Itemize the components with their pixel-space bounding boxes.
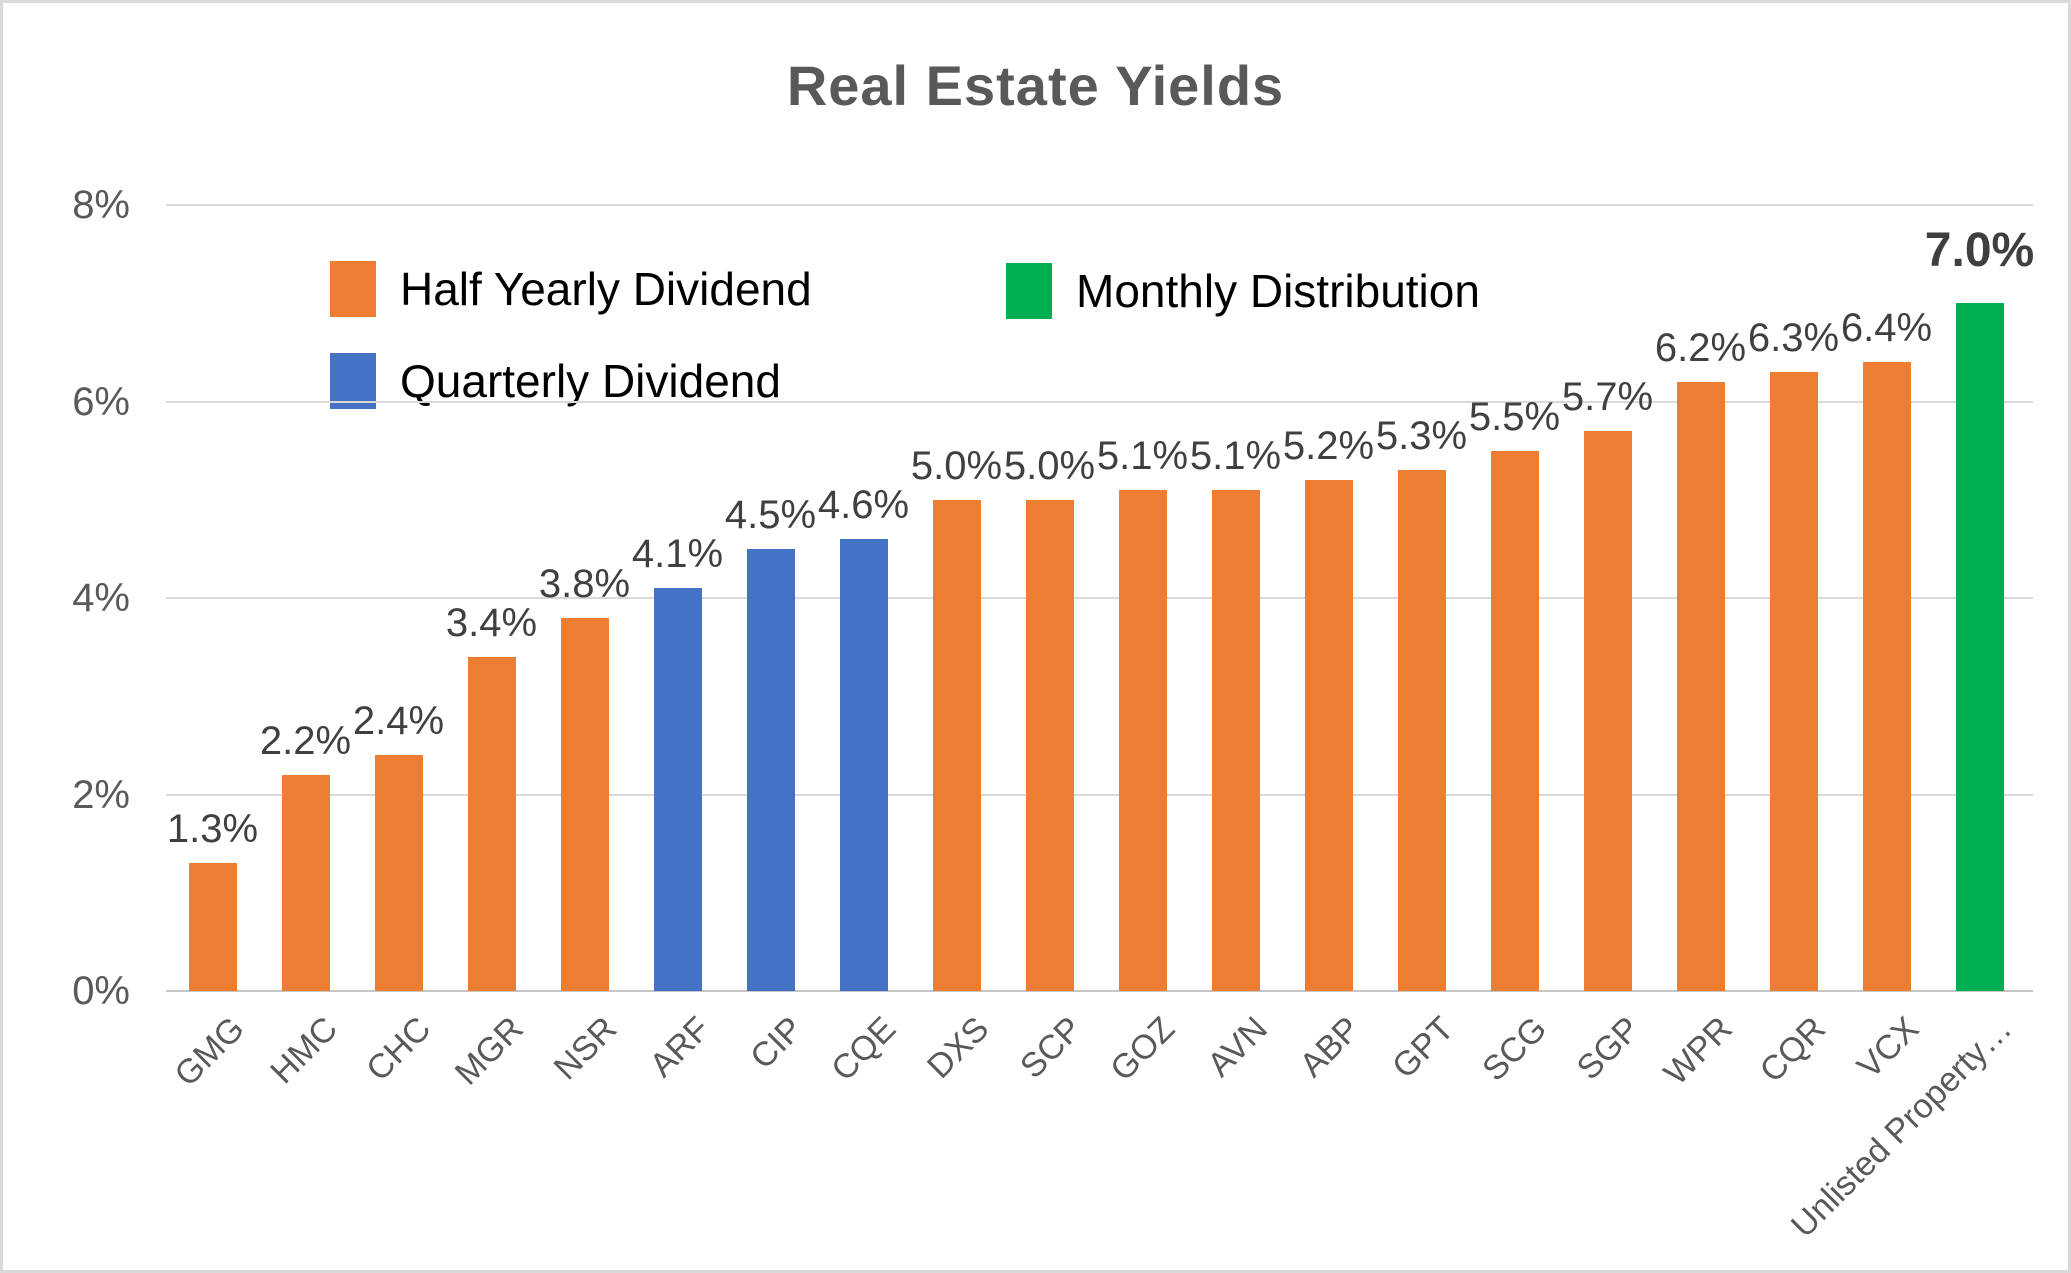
bar-GPT xyxy=(1397,470,1446,991)
bar-CQR xyxy=(1769,372,1818,991)
x-axis-label-GMG: GMG xyxy=(167,1009,252,1094)
data-label-SCG: 5.5% xyxy=(1468,394,1561,439)
bar-CIP xyxy=(746,548,795,991)
plot-area: 0% 2% 4% 6% 8% 1.3% GMG 2.2% HMC 2.4% CHC 3.4% MGR 3.… xyxy=(3,3,2068,1270)
gridline-0% xyxy=(166,990,2033,992)
legend-item-monthly-distribution: Monthly Distribution xyxy=(1006,263,1480,319)
y-axis-tick-label: 6% xyxy=(72,379,130,424)
bar-SGP xyxy=(1583,430,1632,991)
data-label-AVN: 5.1% xyxy=(1189,433,1282,478)
bar-CHC xyxy=(374,755,423,991)
x-axis-label-VCX: VCX xyxy=(1849,1009,1926,1086)
legend-swatch-half-yearly-icon xyxy=(330,261,376,317)
x-axis-label-ARF: ARF xyxy=(642,1009,717,1085)
x-axis-label-GOZ: GOZ xyxy=(1102,1009,1182,1089)
bar-Unlisted Property… xyxy=(1955,303,2004,991)
legend-label-monthly: Monthly Distribution xyxy=(1076,264,1480,317)
x-axis-label-ABP: ABP xyxy=(1292,1009,1368,1085)
data-label-CQE: 4.6% xyxy=(817,483,910,528)
x-axis-label-CHC: CHC xyxy=(358,1009,438,1089)
data-label-ABP: 5.2% xyxy=(1282,424,1375,469)
x-axis-label-CQE: CQE xyxy=(823,1009,903,1089)
bar-SCG xyxy=(1490,450,1539,991)
data-label-HMC: 2.2% xyxy=(259,718,352,763)
y-axis-tick-label: 2% xyxy=(72,772,130,817)
data-label-VCX: 6.4% xyxy=(1840,306,1933,351)
bar-GOZ xyxy=(1118,489,1167,991)
gridline-6% xyxy=(166,400,2033,403)
bar-SCP xyxy=(1025,499,1074,991)
x-axis-label-WPR: WPR xyxy=(1656,1009,1740,1093)
legend-label-quarterly: Quarterly Dividend xyxy=(400,354,781,407)
x-axis-label-CQR: CQR xyxy=(1752,1009,1833,1090)
legend-swatch-quarterly-icon xyxy=(330,353,376,409)
data-label-MGR: 3.4% xyxy=(445,600,538,645)
y-axis-tick-label: 8% xyxy=(72,183,130,227)
bar-WPR xyxy=(1676,381,1725,991)
x-axis-label-SCP: SCP xyxy=(1012,1009,1089,1086)
data-label-NSR: 3.8% xyxy=(538,561,631,606)
bar-MGR xyxy=(467,656,516,991)
bar-NSR xyxy=(560,617,609,991)
bar-ABP xyxy=(1304,480,1353,991)
data-label-SGP: 5.7% xyxy=(1561,374,1654,419)
bar-GMG xyxy=(188,863,237,991)
legend-swatch-monthly-icon xyxy=(1006,263,1052,319)
bar-DXS xyxy=(932,499,981,991)
x-axis-label-MGR: MGR xyxy=(447,1009,531,1093)
x-axis-label-CIP: CIP xyxy=(743,1009,810,1077)
data-label-GMG: 1.3% xyxy=(166,807,259,852)
data-label-GPT: 5.3% xyxy=(1375,414,1468,459)
legend-item-quarterly-dividend: Quarterly Dividend xyxy=(330,353,781,409)
legend-label-half-yearly: Half Yearly Dividend xyxy=(400,262,812,315)
gridline-2% xyxy=(166,793,2033,796)
bar-VCX xyxy=(1862,362,1911,991)
x-axis-label-HMC: HMC xyxy=(263,1009,345,1092)
chart-title: Real Estate Yields xyxy=(786,54,1285,117)
x-axis-label-SCG: SCG xyxy=(1474,1009,1554,1089)
data-label-CIP: 4.5% xyxy=(724,492,817,537)
x-axis-label-SGP: SGP xyxy=(1569,1009,1647,1088)
data-label-CQR: 6.3% xyxy=(1747,316,1840,361)
bar-AVN xyxy=(1211,489,1260,991)
gridline-4% xyxy=(166,597,2033,599)
legend-item-half-yearly-dividend: Half Yearly Dividend xyxy=(330,261,812,317)
y-axis-tick-label: 4% xyxy=(72,576,130,620)
data-label-GOZ: 5.1% xyxy=(1096,433,1189,478)
bar-HMC xyxy=(281,774,330,991)
data-label-CHC: 2.4% xyxy=(352,699,445,744)
data-label-ARF: 4.1% xyxy=(631,532,724,577)
bar-CQE xyxy=(839,539,888,991)
x-axis-label-NSR: NSR xyxy=(546,1009,624,1088)
x-axis-label-DXS: DXS xyxy=(919,1009,996,1086)
data-label-Unlisted Property…: 7.0% xyxy=(1924,224,2035,278)
x-axis-label-GPT: GPT xyxy=(1384,1009,1461,1086)
y-axis-tick-label: 0% xyxy=(72,969,130,1013)
data-label-SCP: 5.0% xyxy=(1003,443,1096,488)
bar-ARF xyxy=(653,588,702,991)
x-axis-label-AVN: AVN xyxy=(1200,1009,1275,1085)
data-label-DXS: 5.0% xyxy=(910,443,1003,488)
gridline-8% xyxy=(166,204,2033,206)
data-label-WPR: 6.2% xyxy=(1654,325,1747,370)
